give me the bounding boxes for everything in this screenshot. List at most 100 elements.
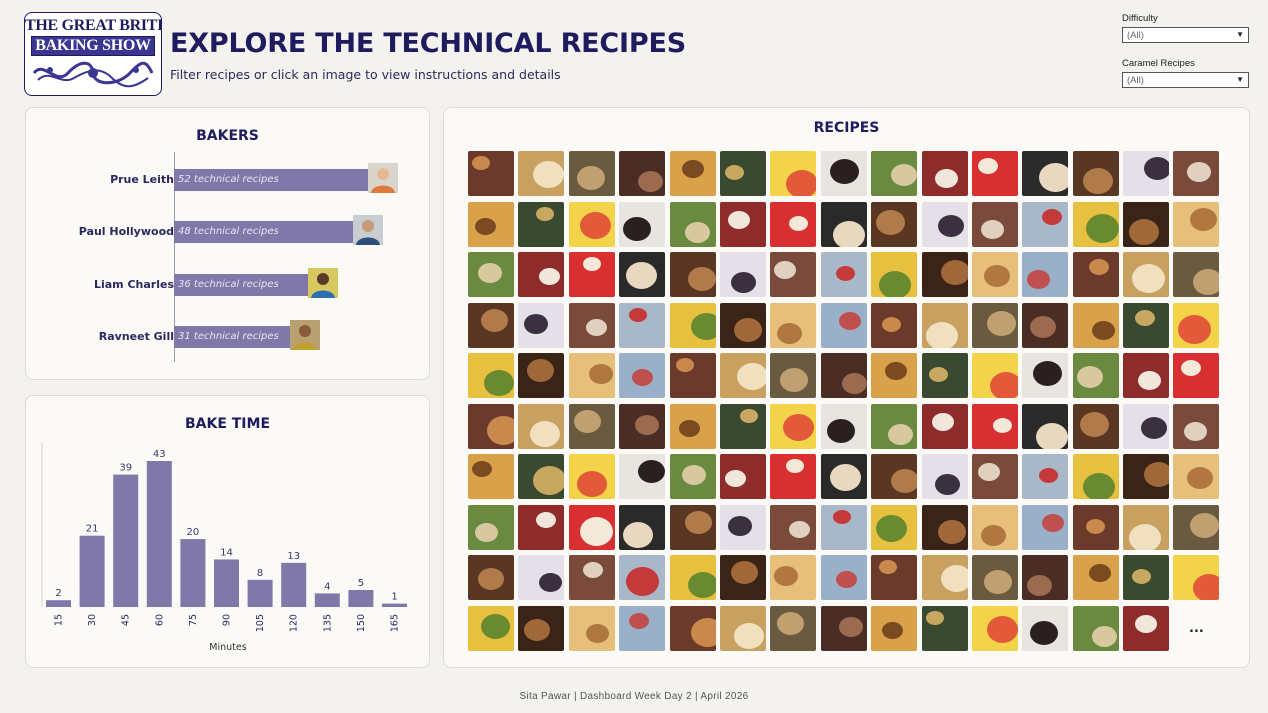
- recipe-image-tile[interactable]: [1123, 151, 1170, 196]
- recipe-image-tile[interactable]: [820, 353, 867, 398]
- recipe-image-tile[interactable]: [468, 605, 514, 651]
- recipe-image-tile[interactable]: [619, 353, 666, 398]
- recipe-image-tile[interactable]: [669, 605, 716, 651]
- recipe-image-tile[interactable]: [871, 252, 918, 297]
- recipe-image-tile[interactable]: [669, 454, 716, 499]
- recipe-image-tile[interactable]: [820, 302, 867, 348]
- recipe-image-tile[interactable]: [518, 454, 565, 499]
- recipe-image-tile[interactable]: [921, 504, 968, 550]
- recipe-image-tile[interactable]: [971, 403, 1018, 449]
- bake-time-bar[interactable]: [281, 562, 307, 607]
- recipe-image-tile[interactable]: [971, 353, 1018, 398]
- recipe-image-tile[interactable]: [518, 252, 565, 297]
- recipe-image-tile[interactable]: [1173, 403, 1220, 449]
- recipe-image-tile[interactable]: [1173, 454, 1220, 499]
- recipe-image-tile[interactable]: [1173, 201, 1220, 247]
- recipe-image-tile[interactable]: [669, 151, 716, 196]
- recipe-image-tile[interactable]: [1123, 201, 1170, 247]
- bake-time-bar[interactable]: [382, 603, 407, 607]
- recipe-image-tile[interactable]: [1173, 151, 1220, 196]
- recipe-image-tile[interactable]: [669, 353, 716, 398]
- recipe-image-tile[interactable]: [921, 555, 968, 600]
- recipe-image-tile[interactable]: [770, 252, 817, 297]
- bake-time-bar[interactable]: [348, 590, 374, 607]
- recipe-image-tile[interactable]: [770, 353, 817, 398]
- recipe-image-tile[interactable]: [719, 201, 766, 247]
- recipe-image-tile[interactable]: [921, 252, 968, 297]
- more-recipes-indicator[interactable]: ...: [1189, 620, 1204, 636]
- baker-row[interactable]: Paul Hollywood 48 technical recipes: [26, 215, 383, 245]
- recipe-image-tile[interactable]: [770, 403, 817, 449]
- caramel-recipes-select[interactable]: (All) ▼: [1122, 72, 1249, 88]
- recipe-image-tile[interactable]: [619, 252, 666, 297]
- recipe-image-tile[interactable]: [1022, 151, 1069, 196]
- recipe-image-tile[interactable]: [820, 403, 867, 449]
- recipe-image-tile[interactable]: [971, 252, 1018, 297]
- recipe-image-tile[interactable]: [1072, 151, 1119, 196]
- recipe-image-tile[interactable]: [1022, 353, 1069, 398]
- recipe-image-tile[interactable]: [619, 454, 666, 499]
- recipe-image-tile[interactable]: [1022, 605, 1069, 651]
- recipe-image-tile[interactable]: [518, 605, 565, 651]
- recipe-image-tile[interactable]: [1022, 504, 1069, 550]
- recipe-image-tile[interactable]: [568, 353, 615, 398]
- recipe-image-tile[interactable]: [468, 252, 514, 297]
- recipe-image-tile[interactable]: [1022, 403, 1069, 449]
- recipe-image-tile[interactable]: [568, 605, 615, 651]
- recipe-image-tile[interactable]: [619, 302, 666, 348]
- recipe-image-tile[interactable]: [871, 454, 918, 499]
- recipe-image-tile[interactable]: [619, 151, 666, 196]
- baker-bar[interactable]: 48 technical recipes: [174, 221, 353, 243]
- recipe-image-tile[interactable]: [971, 555, 1018, 600]
- recipe-image-tile[interactable]: [619, 605, 666, 651]
- bake-time-bar[interactable]: [113, 474, 139, 607]
- bake-time-bar[interactable]: [46, 600, 71, 607]
- recipe-image-tile[interactable]: [568, 403, 615, 449]
- recipe-image-tile[interactable]: [518, 555, 565, 600]
- recipe-image-tile[interactable]: [619, 403, 666, 449]
- recipe-image-tile[interactable]: [468, 555, 514, 600]
- recipe-image-tile[interactable]: [1072, 605, 1119, 651]
- recipe-image-tile[interactable]: [518, 353, 565, 398]
- recipe-image-tile[interactable]: [1173, 252, 1220, 297]
- recipe-image-tile[interactable]: [1022, 201, 1069, 247]
- recipe-image-tile[interactable]: [871, 555, 918, 600]
- recipe-image-tile[interactable]: [1123, 605, 1170, 651]
- recipe-image-tile[interactable]: [669, 504, 716, 550]
- bake-time-bar[interactable]: [314, 593, 340, 607]
- baker-bar[interactable]: 31 technical recipes: [174, 326, 290, 348]
- recipe-image-tile[interactable]: [468, 302, 514, 348]
- recipe-image-tile[interactable]: [871, 504, 918, 550]
- recipe-image-tile[interactable]: [1072, 252, 1119, 297]
- recipe-image-tile[interactable]: [921, 605, 968, 651]
- bake-time-bar[interactable]: [79, 535, 105, 607]
- recipe-image-tile[interactable]: [1022, 252, 1069, 297]
- bake-time-bar[interactable]: [247, 579, 273, 607]
- recipe-image-tile[interactable]: [568, 454, 615, 499]
- bake-time-bar[interactable]: [146, 461, 172, 607]
- recipe-image-tile[interactable]: [971, 454, 1018, 499]
- recipe-image-tile[interactable]: [1123, 504, 1170, 550]
- recipe-image-tile[interactable]: [518, 151, 565, 196]
- recipe-image-tile[interactable]: [1072, 504, 1119, 550]
- baker-row[interactable]: Ravneet Gill 31 technical recipes: [26, 320, 320, 350]
- recipe-image-tile[interactable]: [568, 151, 615, 196]
- recipe-image-tile[interactable]: [770, 605, 817, 651]
- baker-bar[interactable]: 52 technical recipes: [174, 169, 368, 191]
- recipe-image-tile[interactable]: [820, 151, 867, 196]
- recipe-image-tile[interactable]: [871, 302, 918, 348]
- recipe-image-tile[interactable]: [1173, 504, 1220, 550]
- recipe-image-tile[interactable]: [770, 504, 817, 550]
- recipe-image-tile[interactable]: [1072, 454, 1119, 499]
- recipe-image-tile[interactable]: [568, 252, 615, 297]
- recipe-image-tile[interactable]: [1072, 403, 1119, 449]
- recipe-image-tile[interactable]: [518, 201, 565, 247]
- recipe-image-tile[interactable]: [669, 302, 716, 348]
- recipe-image-tile[interactable]: [921, 151, 968, 196]
- baker-row[interactable]: Liam Charles 36 technical recipes: [26, 268, 338, 298]
- recipe-image-tile[interactable]: [820, 252, 867, 297]
- recipe-image-tile[interactable]: [971, 302, 1018, 348]
- recipe-image-tile[interactable]: [719, 605, 766, 651]
- recipe-image-tile[interactable]: [669, 252, 716, 297]
- recipe-image-tile[interactable]: [1173, 555, 1220, 600]
